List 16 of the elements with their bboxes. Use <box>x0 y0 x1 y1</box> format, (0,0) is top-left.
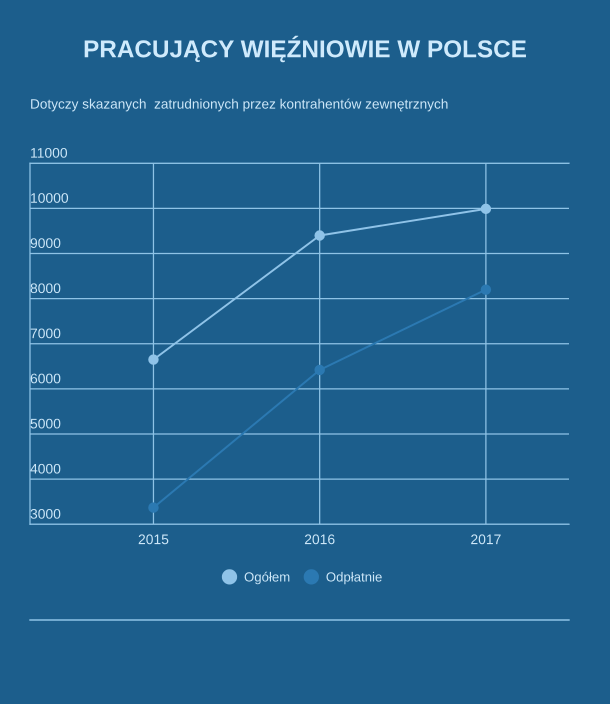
y-tick-label: 6000 <box>30 374 60 384</box>
x-tick-label: 2017 <box>471 534 501 544</box>
chart-title: PRACUJĄCY WIĘŹNIOWIE W POLSCE <box>84 36 526 62</box>
legend-label: Odpłatnie <box>326 572 382 584</box>
x-tick-label: 2015 <box>138 534 168 544</box>
y-tick-label: 11000 <box>31 148 68 158</box>
y-tick-label: 4000 <box>30 464 60 474</box>
legend-label: Ogółem <box>244 572 290 584</box>
y-tick-label: 5000 <box>30 418 60 429</box>
y-tick-label: 8000 <box>30 283 60 294</box>
y-tick-label: 7000 <box>30 328 60 338</box>
y-tick-label: 9000 <box>30 238 60 248</box>
y-tick-label: 10000 <box>31 193 68 203</box>
y-tick-label: 3000 <box>30 508 60 519</box>
x-tick-label: 2016 <box>304 534 335 544</box>
chart-subtitle: Dotyczy skazanych zatrudnionych przez kontrahentów zewnętrznych <box>31 98 448 112</box>
